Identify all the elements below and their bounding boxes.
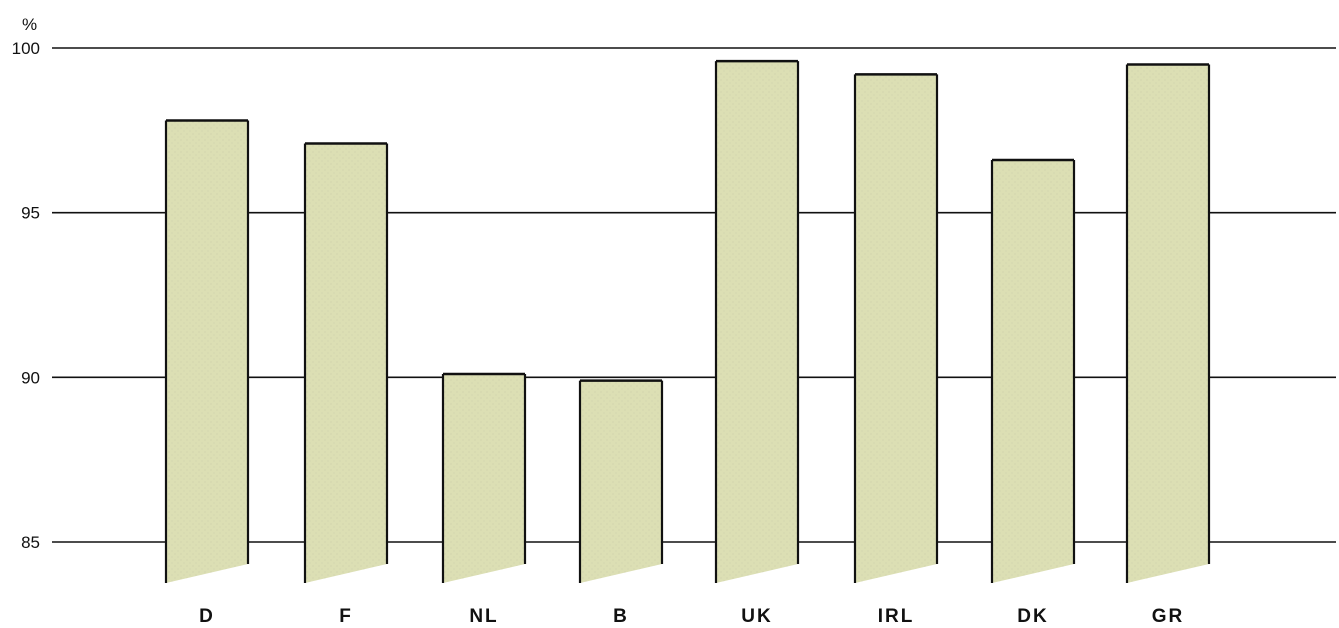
- bar-D: [164, 119, 250, 583]
- y-tick-label: 90: [21, 368, 40, 387]
- bar-texture: [305, 143, 387, 584]
- bar-UK: [714, 59, 800, 583]
- bar-IRL: [853, 73, 939, 583]
- category-label-B: B: [613, 606, 629, 627]
- bar-F: [303, 142, 389, 584]
- y-tick-label: 85: [21, 533, 40, 552]
- bar-texture: [1127, 64, 1209, 583]
- y-tick-labels: 85 90 95 100: [12, 39, 40, 552]
- bar-GR: [1125, 63, 1211, 583]
- bar-B: [578, 379, 664, 583]
- y-unit-label: %: [22, 15, 37, 34]
- bar-NL: [441, 372, 527, 583]
- bar-texture: [443, 374, 525, 583]
- category-labels: D F NL B UK IRL DK GR: [199, 606, 1185, 627]
- bar-DK: [990, 158, 1076, 583]
- category-label-IRL: IRL: [878, 606, 915, 627]
- y-tick-label: 95: [21, 204, 40, 223]
- bars: [164, 59, 1211, 584]
- bar-texture: [580, 380, 662, 583]
- bar-texture: [855, 74, 937, 583]
- category-label-UK: UK: [741, 606, 772, 627]
- category-label-DK: DK: [1017, 606, 1048, 627]
- bar-texture: [166, 120, 248, 583]
- category-label-GR: GR: [1152, 606, 1185, 627]
- bar-texture: [992, 159, 1074, 583]
- y-tick-label: 100: [12, 39, 40, 58]
- category-label-D: D: [199, 606, 215, 627]
- gridlines: [52, 47, 1336, 543]
- category-label-NL: NL: [469, 606, 498, 627]
- bar-texture: [716, 61, 798, 583]
- category-label-F: F: [339, 606, 353, 627]
